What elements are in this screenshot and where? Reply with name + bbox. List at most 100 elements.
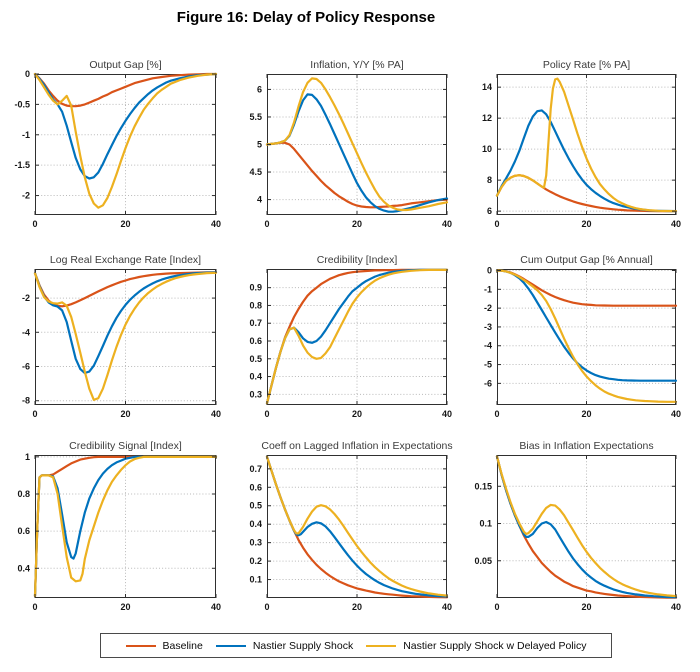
- y-tick-label: -0.5: [14, 99, 30, 109]
- x-tick-label: 0: [264, 219, 269, 229]
- y-tick-label: 0.1: [249, 575, 262, 585]
- y-tick-label: 12: [482, 113, 492, 123]
- subplot-title: Output Gap [%]: [89, 59, 162, 71]
- x-tick-label: 0: [32, 602, 37, 612]
- y-tick-label: 0.6: [249, 482, 262, 492]
- y-tick-label: 0.1: [479, 519, 492, 529]
- legend-label: Baseline: [162, 639, 203, 652]
- y-tick-label: 0.8: [17, 489, 30, 499]
- x-tick-label: 20: [581, 602, 591, 612]
- x-tick-label: 0: [32, 219, 37, 229]
- y-tick-label: 6: [257, 84, 262, 94]
- subplot-coeff-lagged-inflation: Coeff on Lagged Inflation in Expectation…: [249, 440, 452, 612]
- series-nastier: [495, 455, 678, 599]
- subplot-title: Policy Rate [% PA]: [542, 59, 631, 71]
- y-tick-label: -3: [484, 322, 492, 332]
- series-delayed: [33, 72, 218, 209]
- plot-area-coeff-lagged-inflation: 0 20 40 0.7 0.6 0.5 0.4 0.3 0.2 0.1: [249, 455, 452, 612]
- y-tick-label: 0.8: [249, 300, 262, 310]
- series-delayed: [265, 77, 449, 212]
- x-tick-label: 20: [352, 602, 362, 612]
- y-tick-label: -4: [22, 327, 30, 337]
- x-tick-label: 40: [211, 219, 221, 229]
- subplot-cum-output-gap: Cum Output Gap [% Annual] 0 20 40 0 -1 -2 -3 -4…: [484, 254, 681, 419]
- legend-item-baseline: Baseline: [125, 639, 203, 652]
- x-tick-label: 20: [120, 602, 130, 612]
- x-tick-label: 0: [494, 219, 499, 229]
- subplot-output-gap: Output Gap [%] 0 20 40 0 -0.5 -1 -1.5 -2: [14, 59, 221, 229]
- legend-label: Nastier Supply Shock: [252, 639, 354, 652]
- subplot-title: Bias in Inflation Expectations: [519, 440, 654, 452]
- series-delayed: [265, 268, 449, 405]
- x-tick-label: 40: [442, 409, 452, 419]
- x-tick-label: 40: [442, 219, 452, 229]
- y-tick-label: -6: [22, 362, 30, 372]
- legend-item-delayed-policy: Nastier Supply Shock w Delayed Policy: [366, 640, 586, 652]
- y-tick-label: -1: [22, 130, 30, 140]
- x-tick-label: 20: [581, 219, 591, 229]
- plot-area-bias-inflation-expectations: 0 20 40 0.15 0.1 0.05: [474, 455, 681, 612]
- y-tick-label: 0: [25, 69, 30, 79]
- y-tick-label: 8: [487, 175, 492, 185]
- y-tick-label: 0.7: [249, 464, 262, 474]
- series-nastier: [33, 72, 218, 180]
- subplot-credibility: Credibility [Index] 0 20 40 0.9 0.8 0.7 0.6 0.5…: [249, 254, 452, 419]
- x-tick-label: 20: [120, 219, 130, 229]
- y-tick-label: 0.5: [249, 501, 262, 511]
- series-baseline: [33, 72, 218, 108]
- y-tick-label: -6: [484, 378, 492, 388]
- y-tick-label: 0.6: [17, 526, 30, 536]
- series-delayed: [33, 271, 218, 401]
- y-tick-label: 0.4: [249, 372, 262, 382]
- x-tick-label: 40: [211, 602, 221, 612]
- legend-line-delayed-icon: [366, 644, 397, 647]
- series-nastier: [265, 268, 449, 405]
- y-tick-label: 0.7: [249, 318, 262, 328]
- y-tick-label: 0: [487, 266, 492, 276]
- series-nastier: [33, 271, 218, 375]
- x-tick-label: 40: [442, 602, 452, 612]
- series-delayed: [33, 455, 218, 598]
- x-tick-label: 20: [352, 219, 362, 229]
- subplot-title: Cum Output Gap [% Annual]: [520, 254, 653, 266]
- y-tick-label: 0.6: [249, 336, 262, 346]
- y-tick-label: -1.5: [14, 160, 30, 170]
- y-tick-label: 0.3: [249, 389, 262, 399]
- x-tick-label: 0: [264, 409, 269, 419]
- y-tick-label: 4.5: [249, 167, 262, 177]
- y-tick-label: -5: [484, 360, 492, 370]
- y-tick-label: 5.5: [249, 112, 262, 122]
- x-tick-label: 40: [671, 602, 681, 612]
- y-tick-label: 0.2: [249, 556, 262, 566]
- series-baseline: [265, 141, 449, 209]
- series-delayed: [265, 455, 449, 597]
- plot-area-credibility-signal: 0 20 40 1 0.8 0.6 0.4: [17, 452, 221, 612]
- subplot-title: Credibility [Index]: [316, 254, 398, 266]
- y-tick-label: 0.05: [474, 556, 492, 566]
- series-nastier: [495, 269, 678, 382]
- x-tick-label: 0: [494, 602, 499, 612]
- y-tick-label: 5: [257, 140, 262, 150]
- series-baseline: [265, 268, 449, 405]
- y-tick-label: 0.4: [249, 519, 262, 529]
- y-tick-label: 4: [257, 195, 262, 205]
- y-tick-label: 0.15: [474, 481, 492, 491]
- x-tick-label: 0: [494, 409, 499, 419]
- series-delayed: [495, 455, 678, 598]
- axes-box: [35, 74, 216, 215]
- subplot-log-real-exchange-rate: Log Real Exchange Rate [Index] 0 20 40 -2 -4…: [22, 254, 221, 419]
- y-tick-label: -2: [22, 191, 30, 201]
- series-delayed: [495, 269, 678, 403]
- x-tick-label: 40: [211, 409, 221, 419]
- plot-area-output-gap: 0 20 40 0 -0.5 -1 -1.5 -2: [14, 69, 221, 229]
- y-tick-label: -1: [484, 284, 492, 294]
- subplot-title: Log Real Exchange Rate [Index]: [49, 254, 202, 266]
- subplot-title: Inflation, Y/Y [% PA]: [310, 59, 404, 71]
- figure-title: Figure 16: Delay of Policy Response: [176, 9, 436, 26]
- plot-area-log-real-exchange-rate: 0 20 40 -2 -4 -6 -8: [22, 269, 221, 419]
- y-tick-label: 0.4: [17, 563, 30, 573]
- plot-area-credibility: 0 20 40 0.9 0.8 0.7 0.6 0.5 0.4 0.3: [249, 268, 452, 419]
- x-tick-label: 20: [581, 409, 591, 419]
- x-tick-label: 40: [671, 219, 681, 229]
